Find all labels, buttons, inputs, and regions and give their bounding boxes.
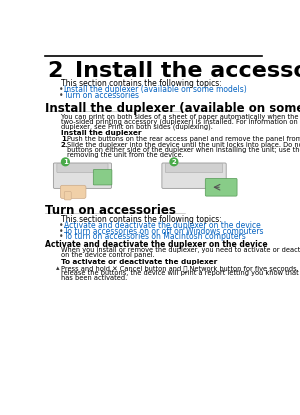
Text: duplexer, see Print on both sides (duplexing).: duplexer, see Print on both sides (duple… (61, 124, 213, 130)
Text: 2.: 2. (61, 142, 68, 148)
FancyBboxPatch shape (165, 164, 223, 173)
Text: 2: 2 (172, 159, 176, 165)
FancyBboxPatch shape (205, 178, 237, 196)
FancyBboxPatch shape (162, 163, 226, 188)
Text: Activate and deactivate the duplexer on the device: Activate and deactivate the duplexer on … (64, 221, 261, 230)
FancyBboxPatch shape (64, 191, 71, 200)
Text: on the device control panel.: on the device control panel. (61, 251, 154, 258)
Circle shape (170, 158, 178, 166)
Text: Slide the duplexer into the device until the unit locks into place. Do not press: Slide the duplexer into the device until… (67, 142, 300, 148)
Text: Install the duplexer: Install the duplexer (61, 130, 141, 136)
FancyBboxPatch shape (53, 163, 112, 188)
Text: Turn on accessories: Turn on accessories (45, 204, 176, 217)
Text: This section contains the following topics:: This section contains the following topi… (61, 215, 221, 224)
FancyBboxPatch shape (60, 186, 86, 198)
Text: •: • (59, 227, 64, 236)
Text: •: • (59, 91, 64, 100)
Text: •: • (59, 232, 64, 241)
Text: 1: 1 (63, 159, 68, 165)
Text: Turn on accessories: Turn on accessories (64, 91, 139, 100)
Text: has been activated.: has been activated. (61, 275, 127, 281)
Text: Install the accessories: Install the accessories (75, 61, 300, 81)
Text: When you install or remove the duplexer, you need to activate or deactivate the : When you install or remove the duplexer,… (61, 247, 300, 253)
Text: To turn on accessories on Macintosh computers: To turn on accessories on Macintosh comp… (64, 232, 246, 241)
Circle shape (61, 158, 69, 166)
Text: To turn accessories on or off on Windows computers: To turn accessories on or off on Windows… (64, 227, 263, 236)
Text: •: • (59, 85, 64, 94)
Text: two-sided printing accessory (duplexer) is installed. For information on using t: two-sided printing accessory (duplexer) … (61, 119, 300, 125)
Text: You can print on both sides of a sheet of paper automatically when the optional : You can print on both sides of a sheet o… (61, 114, 300, 120)
Text: •: • (59, 221, 64, 230)
Text: release the buttons, the device will print a report letting you know that the du: release the buttons, the device will pri… (61, 270, 300, 276)
Text: buttons on either side of the duplexer when installing the unit; use them only f: buttons on either side of the duplexer w… (67, 147, 300, 153)
Text: Install the duplexer (available on some models): Install the duplexer (available on some … (45, 102, 300, 115)
Text: To activate or deactivate the duplexer: To activate or deactivate the duplexer (61, 259, 217, 265)
FancyBboxPatch shape (93, 170, 112, 185)
FancyBboxPatch shape (57, 164, 108, 173)
Text: 1.: 1. (61, 137, 68, 142)
Text: 2: 2 (47, 61, 62, 81)
Text: Press and hold ✕ Cancel button and Ⓝ Network button for five seconds. After you: Press and hold ✕ Cancel button and Ⓝ Net… (61, 265, 300, 272)
Text: Install the duplexer (available on some models): Install the duplexer (available on some … (64, 85, 247, 94)
Text: Push the buttons on the rear access panel and remove the panel from the device.: Push the buttons on the rear access pane… (67, 137, 300, 142)
Text: ▴: ▴ (56, 265, 60, 271)
Text: Activate and deactivate the duplexer on the device: Activate and deactivate the duplexer on … (45, 239, 268, 249)
Text: This section contains the following topics:: This section contains the following topi… (61, 79, 221, 88)
Text: removing the unit from the device.: removing the unit from the device. (67, 152, 184, 158)
